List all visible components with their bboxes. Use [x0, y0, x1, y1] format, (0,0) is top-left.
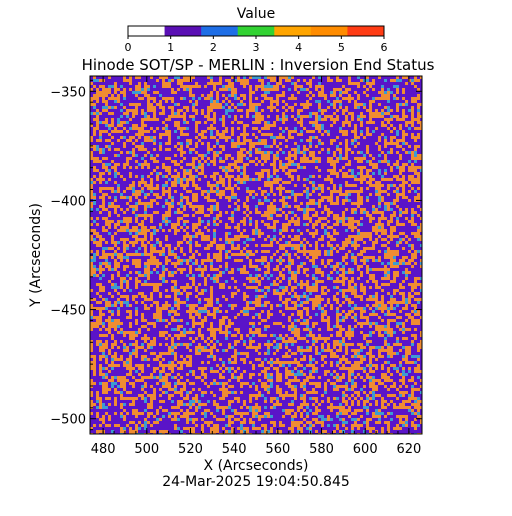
y-tick-label: −350: [50, 85, 86, 100]
colorbar-cell: [128, 26, 166, 36]
colorbar-tick-label: 3: [253, 41, 260, 54]
colorbar-cell: [274, 26, 312, 36]
y-axis: −350 −400 −450 −500: [50, 79, 422, 431]
colorbar-ticks: 0 1 2 3 4 5 6: [125, 36, 388, 54]
colorbar-tick-label: 0: [125, 41, 132, 54]
colorbar-cell: [310, 26, 348, 36]
heatmap-value-2-cells: [90, 76, 422, 434]
colorbar: [128, 26, 385, 36]
x-tick-label: 620: [396, 442, 421, 457]
x-axis: 480 500 520 540 560 580 600 620: [91, 76, 421, 457]
heatmap-field: [90, 76, 422, 434]
timestamp: 24-Mar-2025 19:04:50.845: [162, 474, 350, 490]
x-tick-label: 500: [134, 442, 159, 457]
colorbar-tick-label: 6: [381, 41, 388, 54]
y-tick-label: −400: [50, 194, 86, 209]
colorbar-tick-label: 4: [295, 41, 302, 54]
colorbar-cell: [237, 26, 275, 36]
x-axis-label: X (Arcseconds): [204, 458, 309, 474]
heatmap-value-3-cells: [90, 76, 422, 434]
x-tick-label: 540: [222, 442, 247, 457]
colorbar-cell: [164, 26, 202, 36]
colorbar-tick-label: 5: [338, 41, 345, 54]
colorbar-label: Value: [237, 6, 275, 22]
x-tick-label: 480: [91, 442, 116, 457]
colorbar-tick-label: 2: [210, 41, 217, 54]
x-tick-label: 600: [353, 442, 378, 457]
x-tick-label: 560: [265, 442, 290, 457]
y-tick-label: −500: [50, 413, 86, 428]
colorbar-cell: [347, 26, 385, 36]
colorbar-tick-label: 1: [167, 41, 174, 54]
chart-title: Hinode SOT/SP - MERLIN : Inversion End S…: [82, 56, 435, 74]
y-tick-label: −450: [50, 304, 86, 319]
x-tick-label: 580: [309, 442, 334, 457]
colorbar-cell: [201, 26, 239, 36]
x-tick-label: 520: [178, 442, 203, 457]
y-axis-label: Y (Arcseconds): [28, 203, 44, 308]
